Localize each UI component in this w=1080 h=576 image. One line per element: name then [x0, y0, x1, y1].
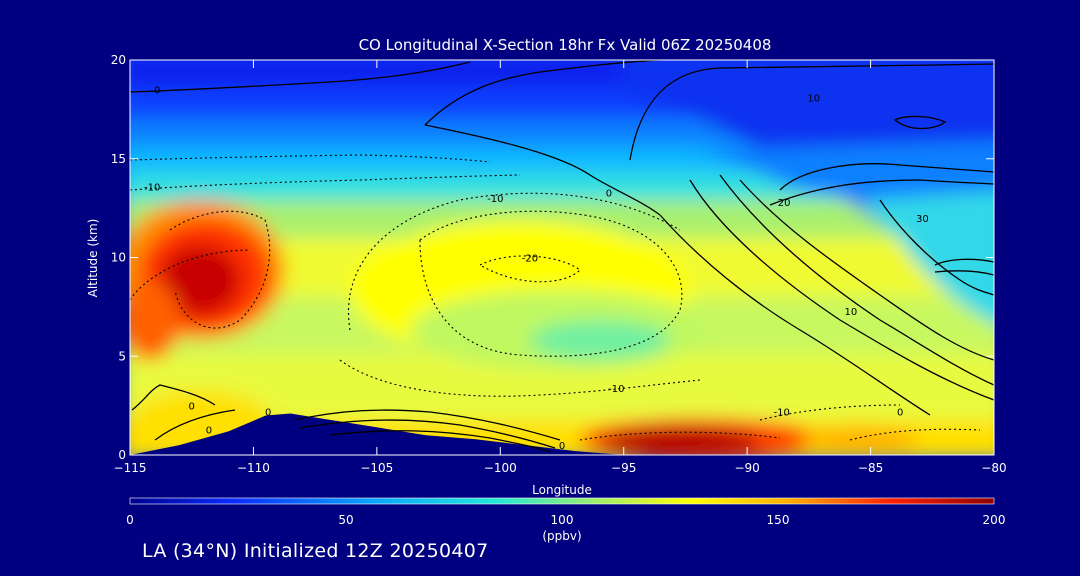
x-tick-label: −80 — [981, 461, 1006, 475]
contour-label: 0 — [189, 402, 195, 413]
contour-label: 0 — [559, 441, 565, 452]
colorbar-tick-label: 0 — [126, 513, 134, 527]
concentration-field: 0 0 -10 -10 -20 0 10 20 30 10 -10 -10 0 0 0 0 0 — [130, 54, 994, 455]
colorbar-tick-label: 200 — [983, 513, 1006, 527]
x-tick-label: −110 — [237, 461, 270, 475]
y-axis-label: Altitude (km) — [86, 219, 100, 298]
contour-label: 0 — [154, 86, 160, 97]
contour-label: 0 — [265, 408, 271, 419]
y-tick-label: 10 — [111, 251, 126, 265]
x-tick-label: −95 — [611, 461, 636, 475]
x-tick-label: −105 — [360, 461, 393, 475]
contour-label: 10 — [844, 307, 857, 318]
colorbar-tick-label: 50 — [338, 513, 353, 527]
contour-label: 0 — [206, 425, 212, 436]
colorbar-unit: (ppbv) — [542, 529, 581, 543]
contour-label: -10 — [144, 182, 160, 193]
x-tick-label: −85 — [858, 461, 883, 475]
y-tick-label: 0 — [118, 448, 126, 462]
contour-labels: 0 0 -10 -10 -20 0 10 20 30 10 -10 -10 0 0 0 0 0 — [144, 54, 929, 452]
y-tick-label: 15 — [111, 152, 126, 166]
contour-label: 20 — [778, 198, 791, 209]
colorbar — [130, 498, 994, 504]
contour-label: -10 — [774, 408, 790, 419]
contour-label: 0 — [640, 54, 646, 65]
contour-label: 10 — [807, 93, 820, 104]
y-tick-label: 20 — [111, 53, 126, 67]
contour-label: 30 — [916, 214, 929, 225]
x-axis: −115 −110 −105 −100 −95 −90 −85 −80 — [114, 60, 1007, 475]
contour-label: 0 — [897, 408, 903, 419]
contour-label: -10 — [487, 194, 503, 205]
colorbar-frame — [129, 497, 995, 505]
chart-title: CO Longitudinal X-Section 18hr Fx Valid … — [359, 36, 772, 54]
x-tick-label: −115 — [114, 461, 147, 475]
contour-label: -10 — [608, 384, 624, 395]
colorbar-tick-label: 100 — [551, 513, 574, 527]
y-tick-label: 5 — [118, 349, 126, 363]
x-tick-label: −100 — [484, 461, 517, 475]
init-caption: LA (34°N) Initialized 12Z 20250407 — [142, 540, 489, 562]
x-tick-label: −90 — [734, 461, 759, 475]
dashed-contours — [130, 154, 981, 441]
x-axis-label: Longitude — [532, 483, 592, 497]
y-axis: 0 5 10 15 20 — [111, 53, 994, 462]
solid-contours — [130, 60, 994, 453]
contour-label: -20 — [522, 253, 538, 264]
terrain-silhouette — [130, 413, 994, 455]
colorbar-tick-label: 150 — [767, 513, 790, 527]
colorbar-ticks: 0 50 100 150 200 — [126, 513, 1005, 527]
contour-label: 0 — [606, 188, 612, 199]
